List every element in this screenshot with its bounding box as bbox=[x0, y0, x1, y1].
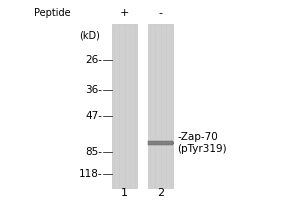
Text: Peptide: Peptide bbox=[34, 8, 70, 18]
Text: +: + bbox=[120, 8, 129, 18]
Text: 85-: 85- bbox=[85, 147, 102, 157]
Bar bbox=[148, 24, 173, 188]
Bar bbox=[112, 24, 137, 188]
Text: (kD): (kD) bbox=[80, 31, 100, 41]
Text: 47-: 47- bbox=[85, 111, 102, 121]
Text: 1: 1 bbox=[121, 188, 128, 198]
Text: -Zap-70
(pTyr319): -Zap-70 (pTyr319) bbox=[177, 132, 226, 154]
Text: 118-: 118- bbox=[78, 169, 102, 179]
Bar bbox=[148, 141, 173, 145]
Text: -: - bbox=[158, 8, 163, 18]
Text: 36-: 36- bbox=[85, 85, 102, 95]
Text: 26-: 26- bbox=[85, 55, 102, 65]
Text: 2: 2 bbox=[157, 188, 164, 198]
